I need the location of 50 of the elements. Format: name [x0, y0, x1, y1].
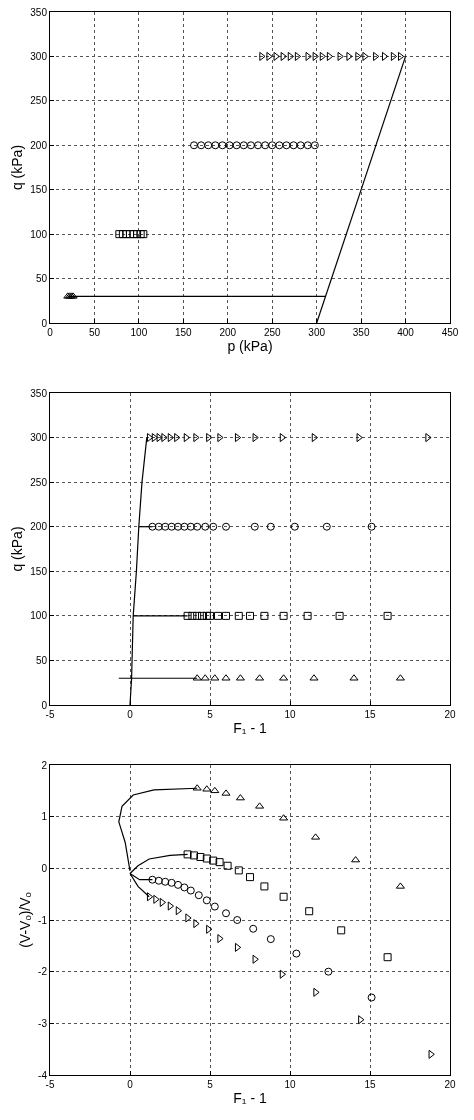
y-tick-label: 250	[30, 476, 48, 488]
x-tick-label: 20	[444, 1079, 456, 1090]
x-axis-title: F₁ - 1	[233, 1090, 267, 1107]
x-tick-label: 20	[444, 709, 456, 720]
y-tick-label: 150	[30, 565, 48, 577]
x-tick-label: -5	[45, 709, 55, 720]
x-axis-title: p (kPa)	[227, 338, 273, 355]
y-tick-label: 50	[35, 654, 48, 666]
y-tick-label: 0	[41, 699, 48, 711]
x-tick-label: 5	[207, 1079, 214, 1090]
y-tick-label: 200	[30, 139, 48, 151]
x-tick-label: 350	[352, 327, 370, 338]
x-tick-label: 250	[263, 327, 281, 338]
y-tick-label: 350	[30, 387, 48, 399]
y-tick-label: 0	[41, 862, 48, 874]
y-tick-label: 100	[30, 610, 48, 622]
y-tick-label: 2	[41, 759, 48, 771]
x-tick-label: 150	[174, 327, 193, 338]
x-axis-title: F₁ - 1	[233, 720, 267, 737]
x-tick-label: 0	[127, 1079, 134, 1090]
y-axis-title: q (kPa)	[8, 144, 25, 191]
x-tick-label: 15	[364, 709, 376, 720]
y-tick-label: 50	[35, 273, 48, 285]
x-tick-label: 5	[207, 709, 214, 720]
y-tick-label: 350	[30, 6, 48, 18]
x-tick-label: 400	[397, 327, 415, 338]
y-tick-label: 1	[41, 811, 48, 823]
y-tick-label: 300	[30, 432, 48, 444]
y-tick-label: -3	[38, 1017, 48, 1029]
y-tick-label: -4	[38, 1069, 48, 1081]
y-tick-label: 100	[30, 228, 48, 240]
y-axis-title: q (kPa)	[8, 526, 25, 572]
y-axis-title: (V-Vₒ)/Vₒ	[16, 892, 33, 948]
x-tick-label: 200	[219, 327, 237, 338]
x-tick-label: 10	[284, 1079, 296, 1090]
y-tick-label: 200	[30, 521, 48, 533]
x-tick-label: 450	[441, 327, 459, 338]
x-tick-label: 100	[130, 327, 148, 338]
y-tick-label: -1	[38, 914, 48, 926]
y-tick-label: 0	[41, 317, 48, 329]
y-tick-label: 150	[30, 184, 48, 196]
x-tick-label: 0	[127, 709, 134, 720]
x-tick-label: 50	[88, 327, 101, 338]
y-tick-label: 250	[30, 95, 48, 107]
x-tick-label: 10	[284, 709, 296, 720]
x-tick-label: 300	[308, 327, 326, 338]
x-tick-label: -5	[45, 1079, 55, 1090]
y-tick-label: -2	[38, 966, 48, 978]
x-tick-label: 15	[364, 1079, 376, 1090]
y-tick-label: 300	[30, 50, 48, 62]
